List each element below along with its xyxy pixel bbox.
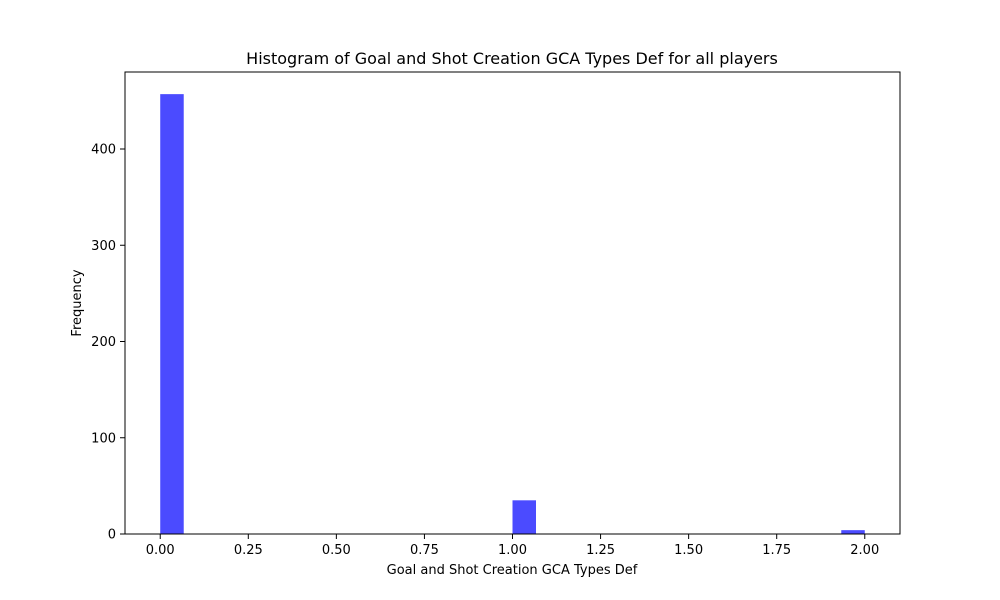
x-tick-label: 2.00	[850, 543, 879, 558]
x-axis-label: Goal and Shot Creation GCA Types Def	[387, 563, 638, 578]
histogram-bar-1	[512, 500, 536, 534]
bars-group	[160, 94, 865, 534]
histogram-bar-2	[841, 530, 865, 534]
x-tick-label: 1.25	[586, 543, 615, 558]
y-tick-label: 0	[108, 528, 116, 543]
x-tick-label: 0.00	[146, 543, 175, 558]
x-tick-label: 0.50	[322, 543, 351, 558]
y-axis-ticks: 0 100 200 300 400	[91, 143, 125, 543]
x-tick-label: 1.50	[674, 543, 703, 558]
y-axis-label: Frequency	[70, 269, 85, 336]
x-tick-label: 1.00	[498, 543, 527, 558]
x-tick-label: 0.75	[410, 543, 439, 558]
y-tick-label: 100	[91, 431, 116, 446]
x-tick-label: 0.25	[234, 543, 263, 558]
x-axis-ticks: 0.00 0.25 0.50 0.75 1.00 1.25 1.50 1.75 2.00	[146, 534, 879, 558]
histogram-bar-0	[160, 94, 184, 534]
y-tick-label: 200	[91, 335, 116, 350]
y-tick-label: 400	[91, 143, 116, 158]
x-tick-label: 1.75	[762, 543, 791, 558]
chart-title: Histogram of Goal and Shot Creation GCA …	[246, 49, 778, 68]
plot-frame	[124, 71, 901, 535]
y-tick-label: 300	[91, 239, 116, 254]
